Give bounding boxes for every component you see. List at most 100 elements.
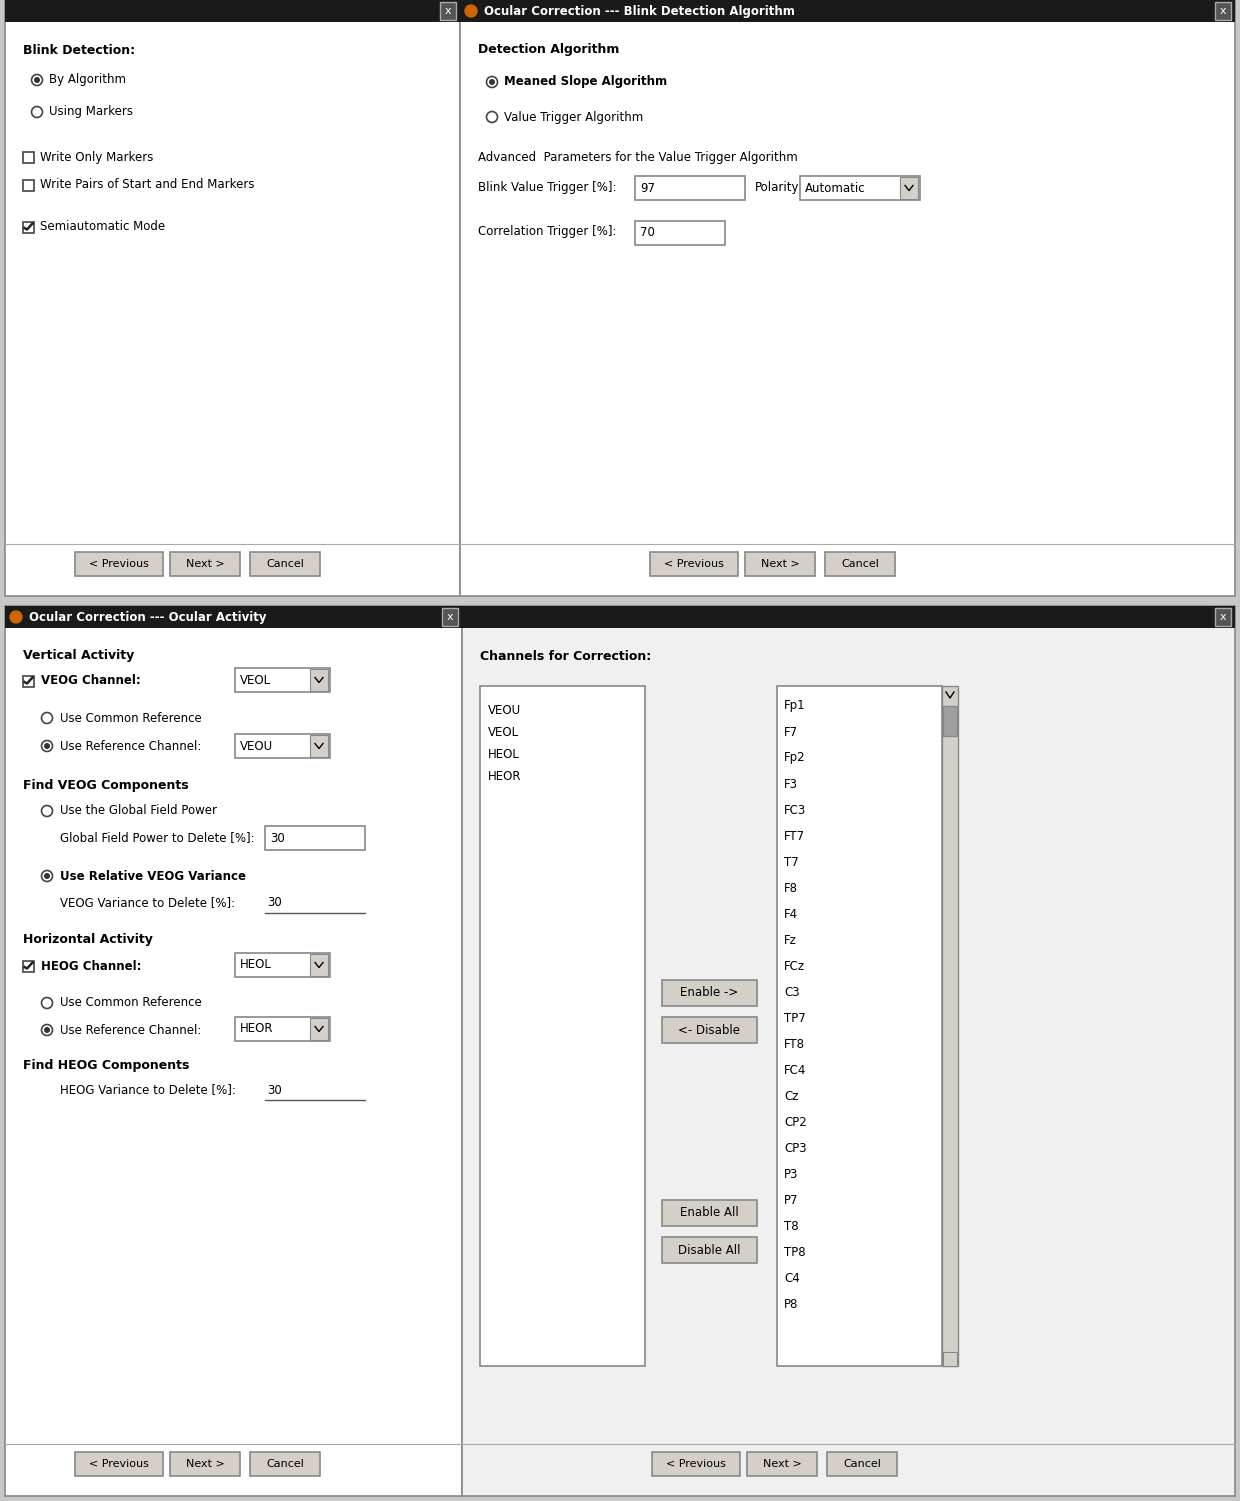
Circle shape [41, 998, 52, 1009]
FancyBboxPatch shape [662, 1237, 756, 1262]
Text: x: x [446, 612, 454, 621]
Circle shape [43, 1027, 50, 1033]
Text: < Previous: < Previous [89, 558, 149, 569]
Text: P7: P7 [784, 1193, 799, 1207]
Text: F3: F3 [784, 778, 799, 791]
FancyBboxPatch shape [250, 552, 320, 576]
Text: x: x [445, 6, 451, 17]
FancyBboxPatch shape [440, 2, 456, 20]
Text: HEOR: HEOR [241, 1022, 274, 1036]
Text: Use Common Reference: Use Common Reference [60, 997, 202, 1010]
Text: Next >: Next > [186, 1459, 224, 1469]
Text: Use the Global Field Power: Use the Global Field Power [60, 805, 217, 818]
FancyBboxPatch shape [652, 1451, 740, 1475]
FancyBboxPatch shape [942, 705, 957, 735]
Text: P3: P3 [784, 1168, 799, 1180]
Circle shape [31, 75, 42, 86]
Text: Write Only Markers: Write Only Markers [40, 150, 154, 164]
Text: TP8: TP8 [784, 1246, 806, 1258]
Text: T7: T7 [784, 856, 799, 869]
Text: 30: 30 [270, 832, 285, 845]
Text: 30: 30 [267, 896, 281, 910]
Text: <- Disable: <- Disable [678, 1024, 740, 1037]
Text: Ocular Correction --- Blink Detection Algorithm: Ocular Correction --- Blink Detection Al… [484, 5, 795, 18]
FancyBboxPatch shape [463, 606, 1235, 627]
Text: Correlation Trigger [%]:: Correlation Trigger [%]: [477, 225, 616, 239]
Circle shape [41, 1025, 52, 1036]
Text: Fp2: Fp2 [784, 752, 806, 764]
Text: VEOG Variance to Delete [%]:: VEOG Variance to Delete [%]: [60, 896, 236, 910]
Text: Meaned Slope Algorithm: Meaned Slope Algorithm [503, 75, 667, 89]
Text: F8: F8 [784, 881, 799, 895]
FancyBboxPatch shape [236, 668, 330, 692]
Text: F7: F7 [784, 725, 799, 738]
Text: Use Common Reference: Use Common Reference [60, 711, 202, 725]
Text: Cancel: Cancel [267, 558, 304, 569]
FancyBboxPatch shape [22, 675, 33, 686]
FancyBboxPatch shape [22, 152, 33, 162]
FancyBboxPatch shape [170, 552, 241, 576]
Text: Write Pairs of Start and End Markers: Write Pairs of Start and End Markers [40, 179, 254, 192]
Text: Detection Algorithm: Detection Algorithm [477, 44, 619, 57]
Text: Find HEOG Components: Find HEOG Components [24, 1060, 190, 1073]
Text: Find VEOG Components: Find VEOG Components [24, 779, 188, 791]
FancyBboxPatch shape [265, 826, 365, 850]
Text: VEOU: VEOU [489, 704, 521, 717]
FancyBboxPatch shape [170, 1451, 241, 1475]
FancyBboxPatch shape [650, 552, 738, 576]
Text: Blink Detection:: Blink Detection: [24, 44, 135, 57]
Text: Blink Value Trigger [%]:: Blink Value Trigger [%]: [477, 180, 616, 194]
FancyBboxPatch shape [74, 552, 162, 576]
FancyBboxPatch shape [480, 686, 645, 1366]
Text: Use Reference Channel:: Use Reference Channel: [60, 1024, 201, 1037]
Text: C3: C3 [784, 986, 800, 998]
FancyBboxPatch shape [942, 1352, 957, 1366]
Text: x: x [1220, 612, 1226, 621]
Text: Advanced  Parameters for the Value Trigger Algorithm: Advanced Parameters for the Value Trigge… [477, 150, 797, 164]
FancyBboxPatch shape [662, 980, 756, 1006]
Text: HEOG Channel:: HEOG Channel: [41, 959, 141, 973]
FancyBboxPatch shape [22, 222, 33, 233]
Text: Vertical Activity: Vertical Activity [24, 650, 134, 662]
FancyBboxPatch shape [310, 1018, 329, 1040]
FancyBboxPatch shape [22, 180, 33, 191]
Text: F4: F4 [784, 908, 799, 920]
FancyBboxPatch shape [441, 608, 458, 626]
Text: Polarity: Polarity [755, 180, 800, 194]
Circle shape [43, 874, 50, 880]
Text: Semiautomatic Mode: Semiautomatic Mode [40, 221, 165, 234]
FancyBboxPatch shape [236, 1018, 330, 1042]
Text: C4: C4 [784, 1271, 800, 1285]
FancyBboxPatch shape [635, 176, 745, 200]
Text: 97: 97 [640, 182, 655, 195]
Circle shape [10, 611, 22, 623]
FancyBboxPatch shape [22, 961, 33, 971]
FancyBboxPatch shape [5, 606, 463, 1496]
Text: By Algorithm: By Algorithm [50, 74, 126, 87]
Text: Channels for Correction:: Channels for Correction: [480, 650, 651, 662]
FancyBboxPatch shape [5, 0, 460, 23]
Text: FC4: FC4 [784, 1064, 806, 1076]
Circle shape [465, 5, 477, 17]
FancyBboxPatch shape [460, 0, 1235, 596]
Text: Enable ->: Enable -> [681, 986, 739, 1000]
FancyBboxPatch shape [310, 669, 329, 690]
FancyBboxPatch shape [310, 955, 329, 976]
Text: CP2: CP2 [784, 1115, 807, 1129]
FancyBboxPatch shape [746, 1451, 817, 1475]
Text: FCz: FCz [784, 959, 805, 973]
Text: < Previous: < Previous [666, 1459, 725, 1469]
FancyBboxPatch shape [460, 0, 1235, 23]
Text: Value Trigger Algorithm: Value Trigger Algorithm [503, 111, 644, 123]
Text: Next >: Next > [763, 1459, 801, 1469]
Text: TP7: TP7 [784, 1012, 806, 1025]
Text: Cz: Cz [784, 1090, 799, 1103]
FancyBboxPatch shape [900, 177, 918, 200]
Text: Fz: Fz [784, 934, 797, 947]
FancyBboxPatch shape [236, 953, 330, 977]
Circle shape [43, 743, 50, 749]
Text: FC3: FC3 [784, 803, 806, 817]
FancyBboxPatch shape [310, 735, 329, 757]
Text: < Previous: < Previous [665, 558, 724, 569]
Text: HEOL: HEOL [489, 749, 520, 761]
